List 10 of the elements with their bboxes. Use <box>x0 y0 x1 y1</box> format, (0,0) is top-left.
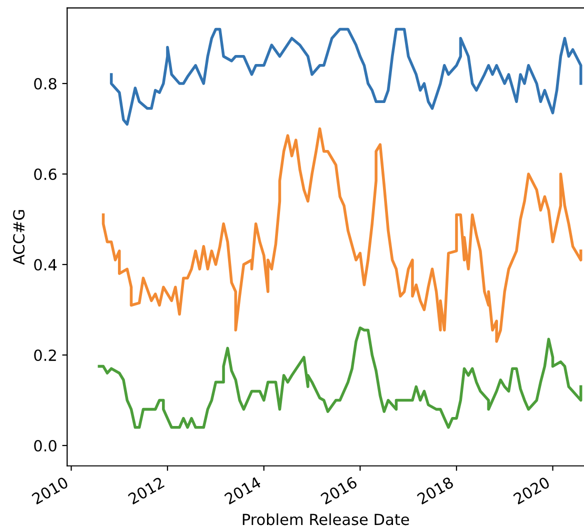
y-tick-label: 0.0 <box>34 440 56 452</box>
line-series <box>110 28 582 126</box>
line-series <box>98 326 582 429</box>
y-axis-title: ACC#G <box>13 210 25 265</box>
y-tick-label: 0.8 <box>34 78 56 90</box>
y-tick-label: 0.4 <box>34 258 57 271</box>
y-tick-label: 0.6 <box>34 168 56 180</box>
y-tick-label: 0.2 <box>34 349 56 362</box>
x-axis-title: Problem Release Date <box>242 513 409 526</box>
line-series <box>102 127 582 343</box>
